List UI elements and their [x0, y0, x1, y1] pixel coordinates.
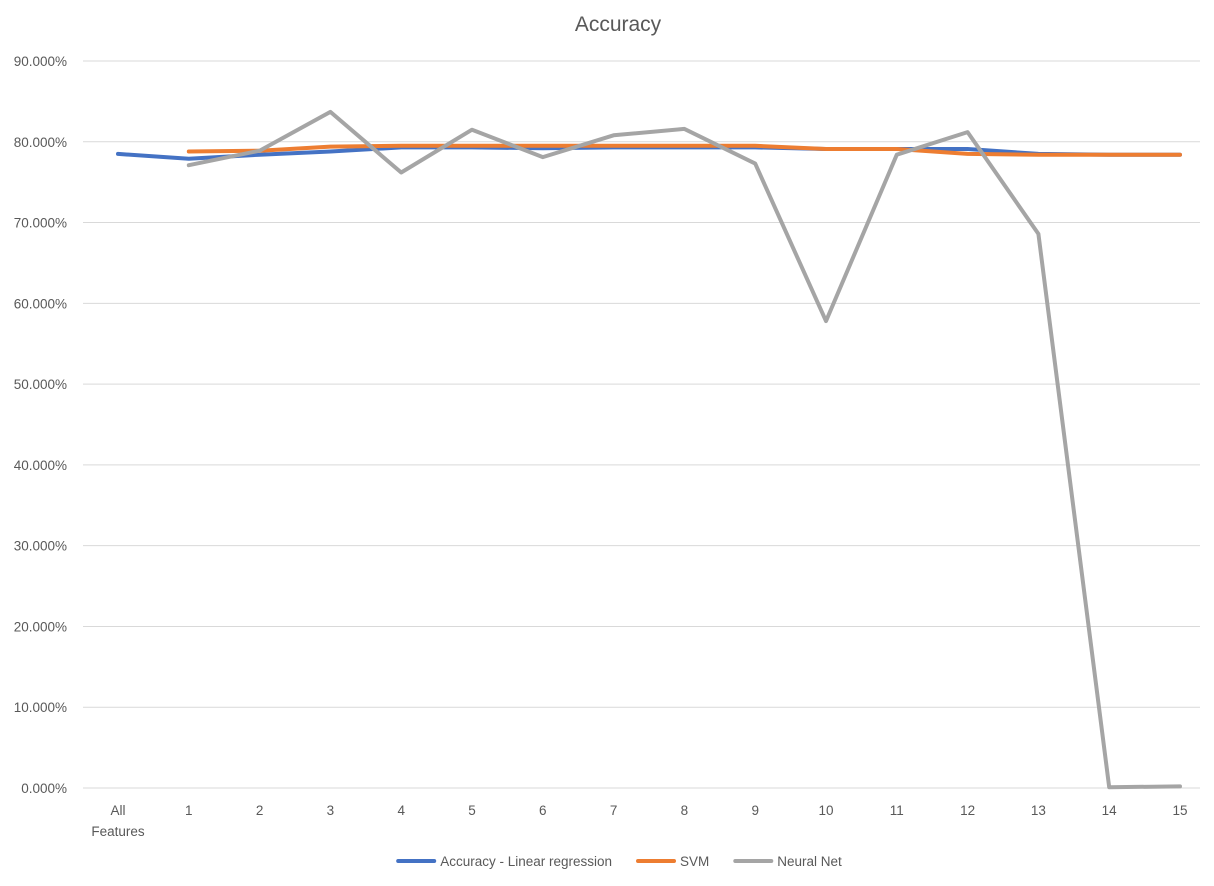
y-tick-label: 60.000%	[14, 296, 67, 311]
x-tick-label: 11	[890, 803, 904, 818]
x-tick-label: 14	[1102, 803, 1118, 818]
x-tick-label-line: 3	[327, 803, 335, 818]
y-tick-label: 80.000%	[14, 135, 67, 150]
x-tick-label: 3	[327, 803, 335, 818]
x-tick-label-line: 4	[397, 803, 405, 818]
y-tick-label: 30.000%	[14, 539, 67, 554]
x-tick-label-line: 5	[468, 803, 476, 818]
x-tick-label-line: 1	[185, 803, 193, 818]
x-tick-label: 7	[610, 803, 618, 818]
y-tick-label: 20.000%	[14, 619, 67, 634]
legend-item: Accuracy - Linear regression	[396, 854, 612, 869]
chart-title: Accuracy	[575, 13, 662, 36]
x-tick-label-line: 10	[818, 803, 833, 818]
y-tick-label: 50.000%	[14, 377, 67, 392]
x-tick-label-line: 8	[681, 803, 689, 818]
x-tick-label: 9	[751, 803, 759, 818]
x-tick-label: 15	[1172, 803, 1187, 818]
x-tick-label: 8	[681, 803, 689, 818]
x-tick-label-line: All	[110, 803, 125, 818]
x-tick-label-line: 14	[1102, 803, 1118, 818]
x-tick-label: 4	[397, 803, 405, 818]
x-tick-label: 1	[185, 803, 193, 818]
x-tick-label: 6	[539, 803, 547, 818]
y-tick-label: 90.000%	[14, 54, 67, 69]
series-line-neural-net	[186, 109, 1182, 790]
x-tick-label: 5	[468, 803, 476, 818]
legend-label: Accuracy - Linear regression	[440, 854, 612, 869]
x-tick-label-line: 13	[1031, 803, 1046, 818]
x-tick-label: 10	[818, 803, 833, 818]
y-tick-label: 10.000%	[14, 700, 67, 715]
series-lines	[116, 109, 1182, 790]
x-tick-label-line: 6	[539, 803, 547, 818]
x-tick-label: 13	[1031, 803, 1046, 818]
legend-label: Neural Net	[777, 854, 842, 869]
legend-item: SVM	[636, 854, 709, 869]
x-tick-label-line: 11	[890, 803, 904, 818]
x-tick-label: 12	[960, 803, 975, 818]
x-tick-label-line: 15	[1172, 803, 1187, 818]
legend-label: SVM	[680, 854, 709, 869]
x-tick-label-line: 12	[960, 803, 975, 818]
legend-item: Neural Net	[733, 854, 842, 869]
x-tick-label: All Features	[91, 803, 145, 839]
gridlines	[83, 60, 1200, 789]
x-tick-label-line: 2	[256, 803, 264, 818]
y-axis-tick-labels: 0.000% 10.000% 20.000% 30.000% 40.000% 50.000…	[14, 54, 67, 796]
y-tick-label: 70.000%	[14, 216, 67, 231]
y-tick-label: 40.000%	[14, 458, 67, 473]
x-tick-label-line: 7	[610, 803, 618, 818]
x-tick-label-line: Features	[91, 824, 145, 839]
x-tick-label-line: 9	[751, 803, 759, 818]
y-tick-label: 0.000%	[21, 781, 67, 796]
x-tick-label: 2	[256, 803, 264, 818]
series-line-svm	[186, 143, 1182, 157]
legend: Accuracy - Linear regression SVM Neural Ne…	[396, 854, 842, 869]
